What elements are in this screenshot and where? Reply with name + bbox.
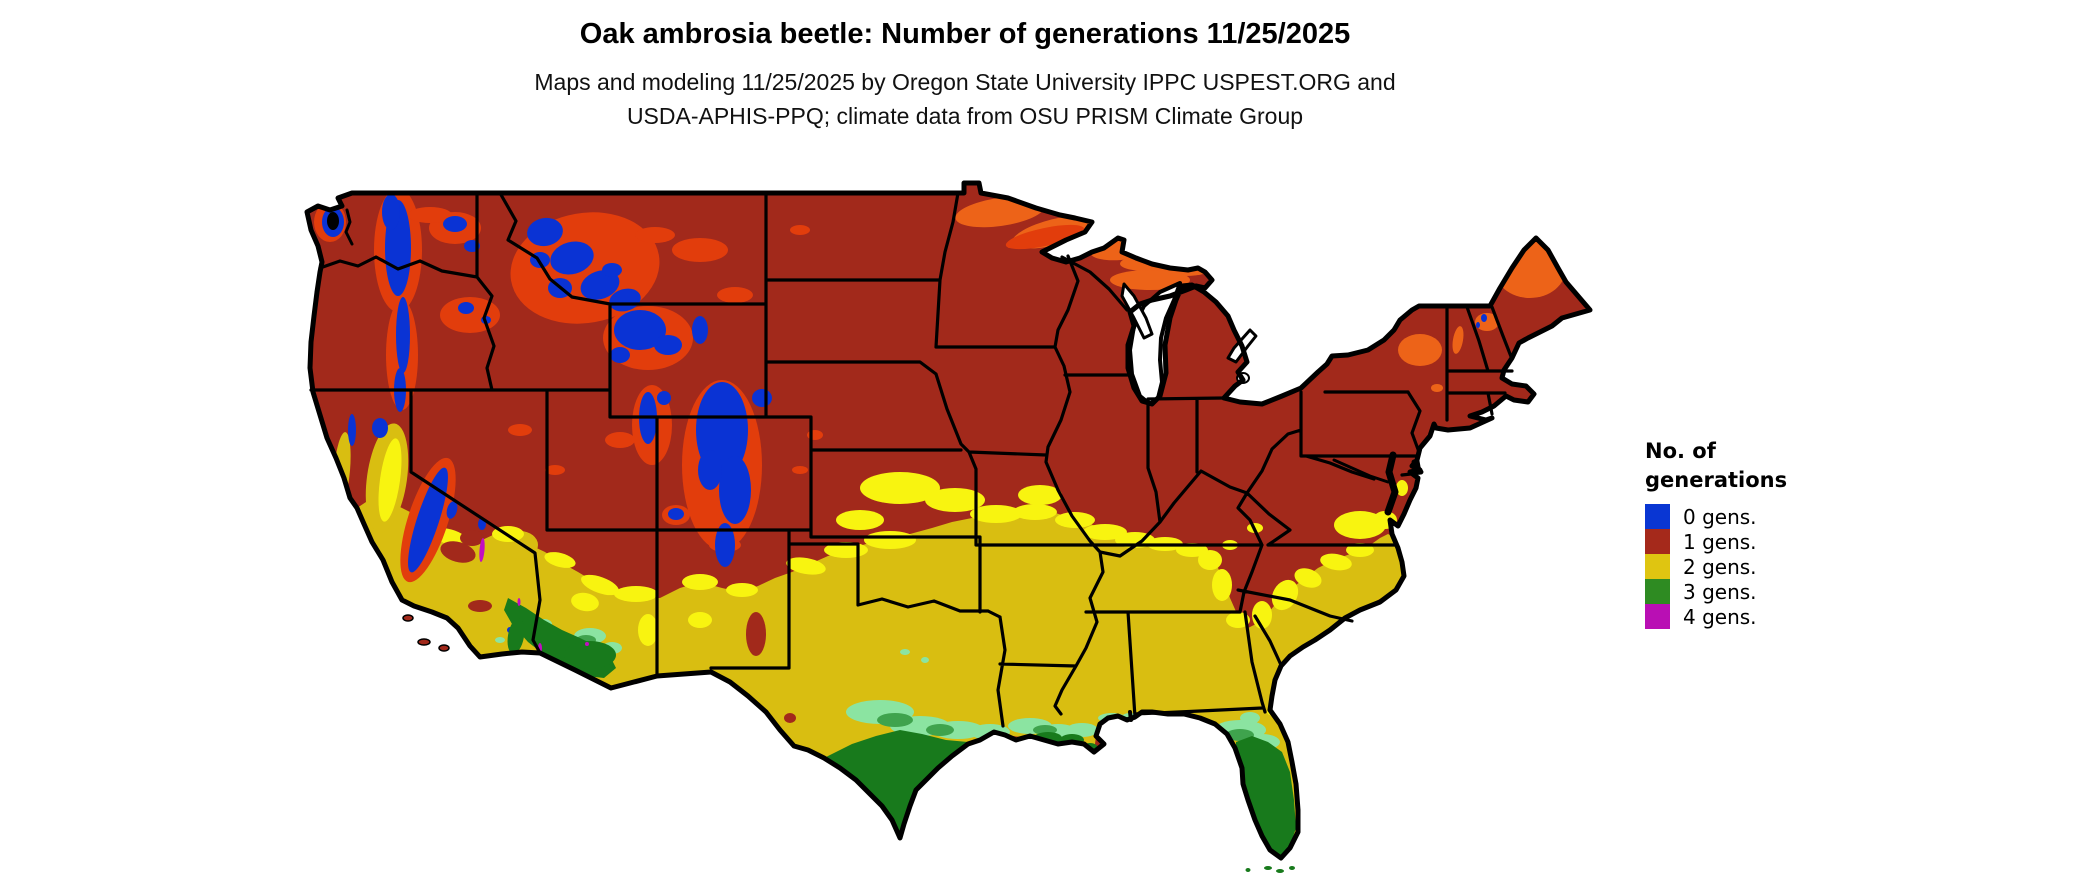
legend-row-3-gens: 3 gens.: [1645, 579, 1787, 604]
olympic-mountains-black: [327, 208, 354, 246]
channel-island: [417, 638, 431, 646]
zone-4-generations-magenta: [479, 538, 589, 653]
legend-row-2-gens: 2 gens.: [1645, 554, 1787, 579]
islands: [402, 614, 1295, 873]
title-block: Oak ambrosia beetle: Number of generatio…: [0, 18, 1930, 133]
channel-island: [402, 614, 414, 622]
map-subtitle: Maps and modeling 11/25/2025 by Oregon S…: [0, 65, 1930, 133]
page-title: Oak ambrosia beetle: Number of generatio…: [579, 18, 1351, 50]
delaware-bay: [1411, 459, 1424, 475]
channel-island: [438, 644, 450, 652]
zone-1-generation-overlays: [440, 530, 796, 723]
legend-label-1-gens: 1 gens.: [1683, 529, 1757, 554]
potomac-river: [1332, 458, 1390, 484]
zone-0-generations-blue: [322, 194, 1487, 633]
green-bay: [1120, 282, 1154, 340]
florida-key: [1289, 866, 1295, 870]
legend-swatch-1-gens: [1645, 529, 1670, 554]
florida-key: [1276, 869, 1284, 873]
coastal-water-details: [1128, 451, 1424, 722]
legend-title: No. of generations: [1645, 437, 1787, 495]
subtitle-line-1: Maps and modeling 11/25/2025 by Oregon S…: [534, 69, 1396, 95]
legend-title-line-1: No. of: [1645, 439, 1716, 463]
legend-row-4-gens: 4 gens.: [1645, 604, 1787, 629]
legend-label-3-gens: 3 gens.: [1683, 579, 1757, 604]
legend-title-line-2: generations: [1645, 468, 1788, 492]
chesapeake-bay: [1384, 451, 1399, 516]
legend-swatch-3-gens: [1645, 579, 1670, 604]
legend-swatch-2-gens: [1645, 554, 1670, 579]
legend-swatch-4-gens: [1645, 604, 1670, 629]
florida-key: [1264, 866, 1272, 870]
zone-3-generations-mid-green: [576, 635, 1254, 741]
florida-key: [1245, 868, 1251, 872]
legend-label-4-gens: 4 gens.: [1683, 604, 1757, 629]
mobile-bay: [1128, 710, 1133, 722]
legend-row-1-gens: 1 gens.: [1645, 529, 1787, 554]
legend-items: 0 gens. 1 gens. 2 gens. 3 gens. 4 gens.: [1645, 504, 1787, 629]
legend-swatch-0-gens: [1645, 504, 1670, 529]
legend-label-0-gens: 0 gens.: [1683, 504, 1757, 529]
legend-label-2-gens: 2 gens.: [1683, 554, 1757, 579]
subtitle-line-2: USDA-APHIS-PPQ; climate data from OSU PR…: [626, 103, 1304, 129]
legend-row-0-gens: 0 gens.: [1645, 504, 1787, 529]
us-coast-outline: [304, 180, 1593, 861]
state-borders: [309, 191, 1514, 728]
legend: No. of generations 0 gens. 1 gens. 2 gen…: [1645, 437, 1787, 629]
